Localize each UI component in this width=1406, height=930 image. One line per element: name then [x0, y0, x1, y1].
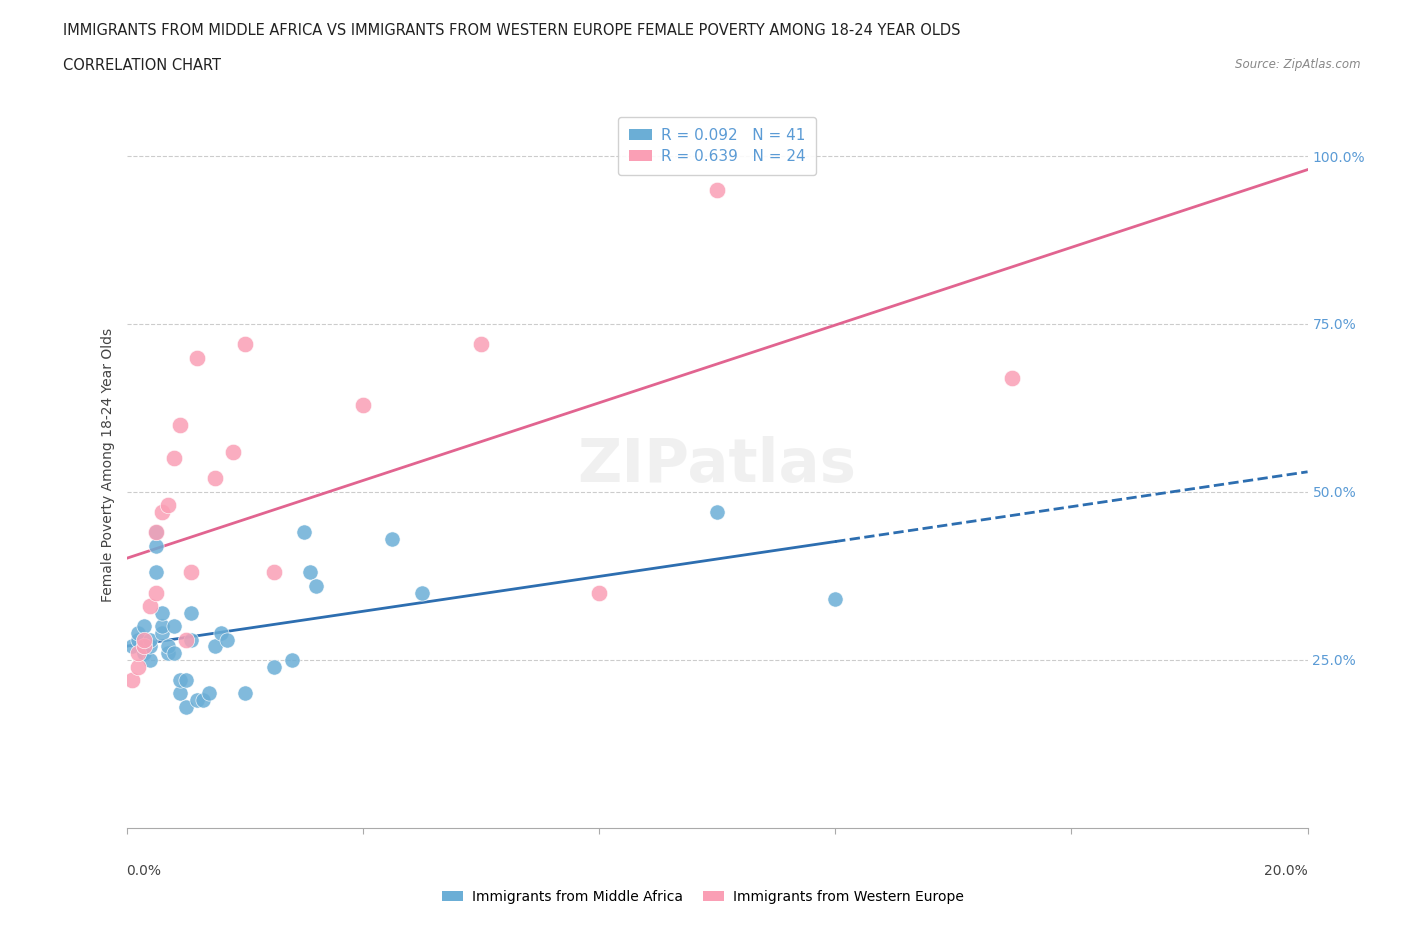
Legend: R = 0.092   N = 41, R = 0.639   N = 24: R = 0.092 N = 41, R = 0.639 N = 24 — [619, 117, 815, 175]
Point — [198, 686, 221, 701]
Text: 0.0%: 0.0% — [127, 864, 162, 878]
Text: CORRELATION CHART: CORRELATION CHART — [63, 58, 221, 73]
Point — [127, 632, 149, 647]
Legend: Immigrants from Middle Africa, Immigrants from Western Europe: Immigrants from Middle Africa, Immigrant… — [437, 884, 969, 910]
Point — [263, 659, 285, 674]
Point — [150, 505, 173, 520]
Point — [174, 699, 197, 714]
Point — [1001, 370, 1024, 385]
Point — [588, 585, 610, 600]
Point — [127, 626, 149, 641]
Point — [163, 645, 186, 660]
Point — [298, 565, 321, 580]
Text: IMMIGRANTS FROM MIDDLE AFRICA VS IMMIGRANTS FROM WESTERN EUROPE FEMALE POVERTY A: IMMIGRANTS FROM MIDDLE AFRICA VS IMMIGRA… — [63, 23, 960, 38]
Point — [150, 618, 173, 633]
Point — [180, 565, 202, 580]
Point — [292, 525, 315, 539]
Point — [233, 686, 256, 701]
Point — [706, 182, 728, 197]
Point — [139, 599, 162, 614]
Point — [156, 498, 179, 512]
Point — [352, 397, 374, 412]
Point — [156, 645, 179, 660]
Point — [145, 565, 167, 580]
Point — [304, 578, 326, 593]
Point — [139, 652, 162, 667]
Point — [150, 626, 173, 641]
Point — [163, 618, 186, 633]
Point — [169, 418, 191, 432]
Point — [156, 639, 179, 654]
Point — [134, 639, 156, 654]
Point — [204, 471, 226, 485]
Point — [145, 525, 167, 539]
Point — [193, 693, 215, 708]
Point — [127, 645, 149, 660]
Point — [470, 337, 492, 352]
Point — [174, 632, 197, 647]
Point — [263, 565, 285, 580]
Point — [186, 350, 208, 365]
Point — [134, 618, 156, 633]
Point — [139, 639, 162, 654]
Point — [134, 639, 156, 654]
Point — [163, 451, 186, 466]
Point — [145, 538, 167, 553]
Point — [134, 645, 156, 660]
Point — [215, 632, 238, 647]
Point — [281, 652, 304, 667]
Point — [411, 585, 433, 600]
Point — [824, 591, 846, 606]
Point — [127, 659, 149, 674]
Text: ZIPatlas: ZIPatlas — [578, 435, 856, 495]
Point — [121, 672, 143, 687]
Point — [145, 585, 167, 600]
Point — [222, 445, 245, 459]
Point — [169, 686, 191, 701]
Y-axis label: Female Poverty Among 18-24 Year Olds: Female Poverty Among 18-24 Year Olds — [101, 328, 115, 602]
Point — [233, 337, 256, 352]
Point — [139, 632, 162, 647]
Point — [174, 672, 197, 687]
Point — [134, 632, 156, 647]
Point — [204, 639, 226, 654]
Point — [180, 632, 202, 647]
Point — [706, 505, 728, 520]
Point — [209, 626, 232, 641]
Point — [180, 605, 202, 620]
Text: 20.0%: 20.0% — [1264, 864, 1308, 878]
Point — [121, 639, 143, 654]
Point — [145, 525, 167, 539]
Point — [150, 605, 173, 620]
Point — [169, 672, 191, 687]
Text: Source: ZipAtlas.com: Source: ZipAtlas.com — [1236, 58, 1361, 71]
Point — [186, 693, 208, 708]
Point — [381, 531, 404, 546]
